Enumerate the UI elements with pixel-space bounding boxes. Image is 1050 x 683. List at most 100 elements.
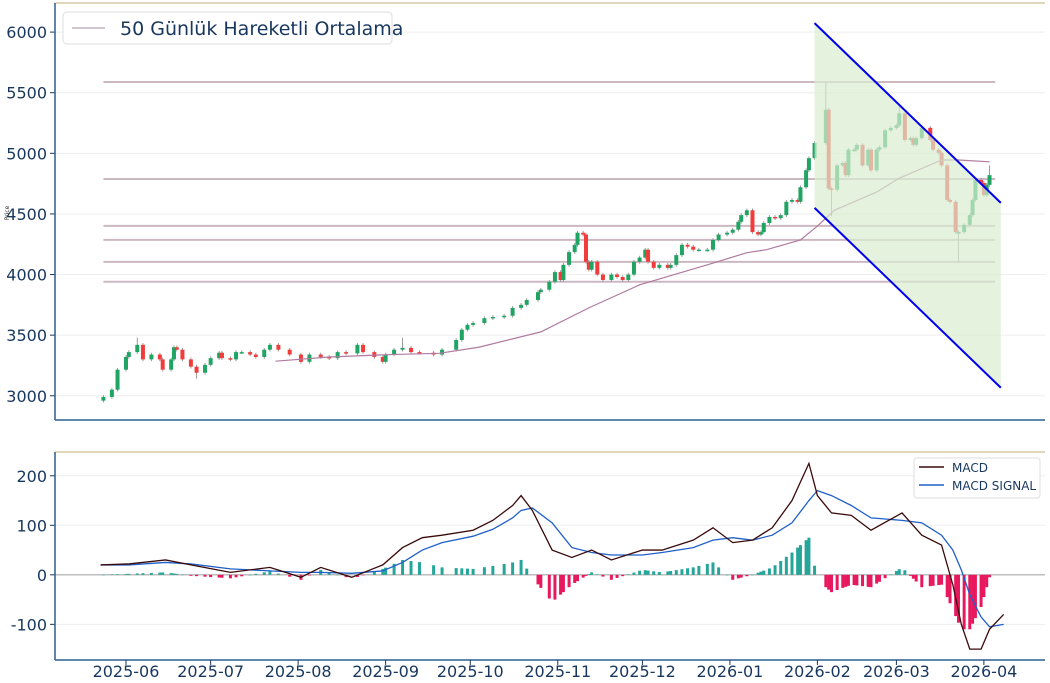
legend-macd-label: MACD [952,461,988,475]
candle-body [725,232,730,235]
histogram-bar [750,574,754,576]
candle-body [674,255,679,265]
histogram-bar [973,574,977,619]
candle-body [761,223,766,233]
histogram-bar [830,574,833,593]
x-tick-label: 2025-06 [93,662,160,681]
histogram-bar [307,574,311,576]
histogram-bar [711,562,715,575]
histogram-bar [745,574,749,577]
candle-body [581,232,586,235]
histogram-bar [759,571,763,575]
histogram-bar [262,572,266,575]
candle-body [595,261,600,275]
candle-body [318,354,323,357]
legend-ma-label: 50 Günlük Hareketli Ortalama [120,18,403,40]
histogram-bar [894,570,898,575]
histogram-bar [220,574,224,578]
histogram-bar [590,572,594,575]
candle-body [203,364,208,373]
candle-body [380,356,385,362]
histogram-bar [920,574,924,588]
candle-body [372,352,377,357]
candle-body [228,358,233,360]
histogram-bar [897,569,901,575]
histogram-bar [914,574,918,582]
histogram-bar [945,574,949,598]
y-tick-label: 4500 [6,205,47,224]
histogram-bar [276,573,280,575]
x-tick-label: 2026-04 [950,662,1017,681]
candle-body [572,244,577,253]
candle-body [115,369,120,390]
histogram-bar [417,562,421,575]
histogram-bar [866,574,870,587]
candle-body [668,264,673,268]
histogram-bar [790,552,794,575]
x-tick-label: 2026-03 [863,662,930,681]
candle-body [536,292,541,300]
histogram-bar [361,574,365,576]
candle-body [626,274,631,280]
legend-signal-label: MACD SIGNAL [952,479,1036,493]
x-tick-label: 2025-12 [609,662,676,681]
candle-body [219,352,224,359]
candle-body [657,264,662,268]
histogram-bar [372,571,376,575]
candle-body [267,344,272,350]
histogram-bar [852,574,856,586]
candle-body [646,249,651,262]
candle-body [696,249,701,252]
histogram-bar [824,574,828,588]
histogram-bar [175,573,179,575]
candle-body [756,232,761,235]
candle-body [589,261,594,270]
histogram-bar [124,573,128,575]
candle-body [392,349,397,355]
candle-body [169,359,174,370]
channel-lower-line [813,207,1002,389]
histogram-bar [559,574,563,595]
macd-line [100,461,1005,650]
histogram-bar [691,567,695,575]
candle-body [637,257,642,262]
histogram-bar [773,565,777,575]
histogram-bar [288,574,292,577]
candle-body [335,352,340,359]
candle-body [465,324,470,330]
histogram-bar [621,574,625,577]
histogram-bar [903,570,907,575]
histogram-bar [756,572,760,575]
histogram-bar [158,572,162,575]
candle-body [276,344,281,350]
candle-body [160,359,165,370]
candle-body [736,221,741,230]
y-tick-label: 4000 [6,266,47,285]
histogram-bar [149,572,153,575]
candle-body [710,239,715,250]
candle-body [609,274,614,280]
histogram-bar [982,574,986,598]
histogram-bar [697,565,701,575]
candle-body [987,175,992,185]
histogram-bar [909,574,913,576]
candle-body [482,318,487,324]
histogram-bar [584,574,588,576]
price-axes: 3000 3500 4000 4500 5000 5500 6000 [6,2,1045,421]
y-tick-label: 200 [16,467,47,486]
candle-body [253,354,258,357]
candle-body [171,347,176,360]
candle-body [631,261,636,275]
macd-legend: MACD MACD SIGNAL [913,457,1041,499]
candle-body [149,354,154,360]
histogram-bar [705,563,709,575]
histogram-bar [674,570,678,575]
x-tick-label: 2026-01 [696,662,763,681]
candle-body [806,158,811,171]
histogram-bar [767,568,771,575]
candle-body [180,349,185,360]
histogram-bar [739,574,743,578]
histogram-bar [110,574,114,575]
histogram-bar [547,574,551,599]
histogram-bar [465,568,469,575]
